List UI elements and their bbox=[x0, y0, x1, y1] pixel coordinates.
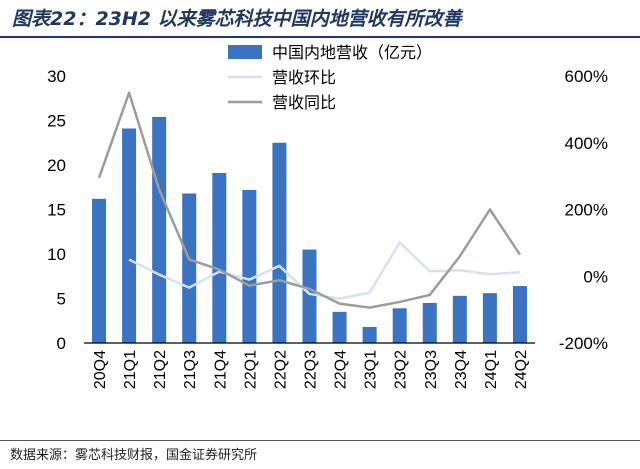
bar-23Q2 bbox=[392, 308, 407, 343]
left-tick-label: 25 bbox=[47, 112, 66, 131]
category-label: 21Q3 bbox=[182, 350, 199, 389]
legend-label-bar: 中国内地营收（亿元） bbox=[272, 43, 432, 62]
category-label: 23Q2 bbox=[393, 350, 410, 389]
bar-22Q4 bbox=[332, 311, 347, 343]
bar-21Q4 bbox=[212, 173, 227, 343]
left-tick-label: 10 bbox=[47, 245, 66, 264]
bar-23Q3 bbox=[422, 302, 437, 343]
right-tick-label: 400% bbox=[565, 134, 608, 153]
category-label: 22Q3 bbox=[303, 350, 320, 389]
bar-22Q2 bbox=[272, 142, 287, 343]
category-label: 23Q3 bbox=[423, 350, 440, 389]
right-tick-label: 200% bbox=[565, 201, 608, 220]
category-label: 21Q1 bbox=[122, 350, 139, 389]
line-yoy bbox=[97, 91, 522, 309]
legend-label-yoy: 营收同比 bbox=[272, 93, 336, 112]
category-label: 22Q2 bbox=[272, 350, 289, 389]
bar-21Q1 bbox=[122, 128, 137, 343]
bar-22Q3 bbox=[302, 249, 317, 343]
bar-20Q4 bbox=[92, 198, 107, 343]
category-label: 24Q1 bbox=[483, 350, 500, 389]
category-label: 21Q2 bbox=[152, 350, 169, 389]
bottom-rule bbox=[0, 440, 640, 441]
legend-swatch-bar bbox=[228, 45, 262, 59]
bar-24Q1 bbox=[482, 293, 497, 343]
title-rule bbox=[0, 36, 640, 38]
legend-label-qoq: 营收环比 bbox=[272, 68, 336, 87]
right-tick-label: -200% bbox=[559, 334, 608, 353]
bar-21Q2 bbox=[152, 116, 167, 343]
right-tick-label: 600% bbox=[565, 67, 608, 86]
right-tick-label: 0% bbox=[583, 267, 608, 286]
category-label: 20Q4 bbox=[92, 350, 109, 389]
left-tick-label: 20 bbox=[47, 156, 66, 175]
category-label: 21Q4 bbox=[212, 350, 229, 389]
left-tick-label: 30 bbox=[47, 67, 66, 86]
category-label: 22Q1 bbox=[242, 350, 259, 389]
left-tick-label: 0 bbox=[57, 334, 66, 353]
category-label: 22Q4 bbox=[333, 350, 350, 389]
bar-22Q1 bbox=[242, 189, 257, 343]
source-note: 数据来源：雾芯科技财报，国金证券研究所 bbox=[10, 448, 258, 463]
bar-24Q2 bbox=[512, 286, 527, 343]
category-label: 23Q4 bbox=[453, 350, 470, 389]
category-label: 24Q2 bbox=[513, 350, 530, 389]
bar-23Q4 bbox=[452, 295, 467, 343]
left-tick-label: 5 bbox=[57, 290, 66, 309]
category-label: 23Q1 bbox=[363, 350, 380, 389]
left-tick-label: 15 bbox=[47, 201, 66, 220]
chart-title: 图表22：23H2 以来雾芯科技中国内地营收有所改善 bbox=[12, 8, 462, 30]
bar-21Q3 bbox=[182, 193, 197, 343]
bar-23Q1 bbox=[362, 326, 377, 343]
